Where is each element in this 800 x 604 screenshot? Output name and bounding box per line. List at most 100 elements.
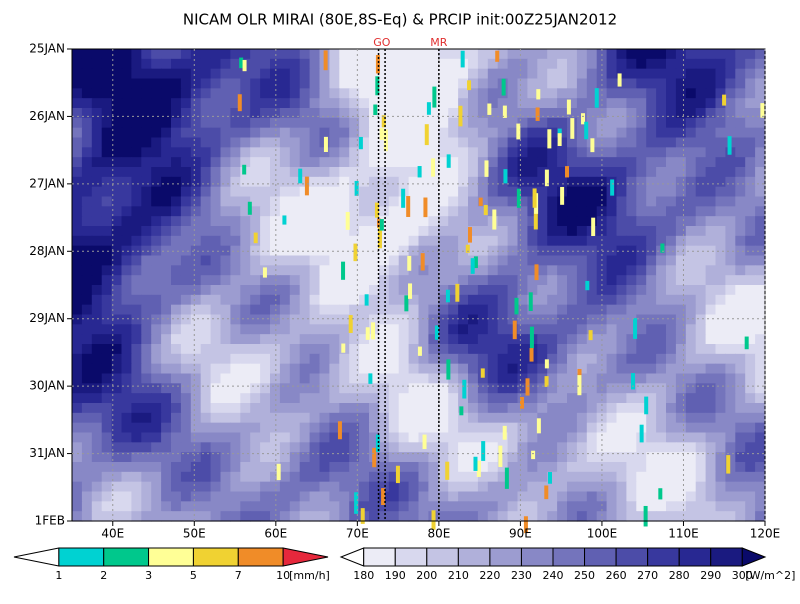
x-tick-label: 100E <box>587 527 618 541</box>
olr-cell <box>378 235 390 247</box>
olr-cell <box>339 137 350 148</box>
olr-cell <box>626 78 637 89</box>
olr-cell <box>695 511 707 522</box>
olr-cell <box>517 176 528 188</box>
olr-cell <box>537 127 548 139</box>
olr-cell <box>468 167 479 178</box>
olr-cell <box>319 304 330 316</box>
olr-cell <box>151 383 162 394</box>
olr-cell <box>547 216 558 227</box>
olr-cell <box>616 462 627 473</box>
olr-cell <box>606 58 618 70</box>
olr-cell <box>270 353 281 365</box>
olr-cell <box>656 255 667 266</box>
olr-cell <box>656 511 667 522</box>
olr-cell <box>388 216 400 227</box>
olr-cell <box>418 88 429 99</box>
olr-cell <box>190 235 202 247</box>
olr-cell <box>250 412 261 424</box>
olr-cell <box>369 412 380 424</box>
olr-cell <box>121 344 132 355</box>
olr-cell <box>715 363 726 375</box>
olr-cell <box>289 117 301 129</box>
olr-cell <box>576 412 588 424</box>
olr-cell <box>487 373 499 384</box>
olr-cell <box>171 117 182 129</box>
olr-cell <box>319 452 330 463</box>
olr-cell <box>91 127 103 139</box>
olr-cell <box>586 108 598 119</box>
precip-cell <box>533 208 538 230</box>
olr-cell <box>616 108 627 119</box>
olr-cell <box>537 422 548 434</box>
olr-cell <box>695 412 707 424</box>
olr-cell <box>418 58 429 70</box>
olr-cell <box>477 127 489 139</box>
olr-cell <box>260 137 271 148</box>
olr-cell <box>468 226 479 237</box>
olr-cell <box>121 176 132 188</box>
olr-cell <box>586 176 598 188</box>
olr-cell <box>418 491 429 502</box>
olr-cell <box>497 176 509 188</box>
olr-cell <box>398 412 410 424</box>
olr-cell <box>596 235 608 247</box>
olr-cell <box>666 452 677 463</box>
olr-cell <box>190 442 202 453</box>
olr-cell <box>329 353 340 365</box>
olr-cell <box>180 167 192 178</box>
olr-cell <box>200 167 212 178</box>
olr-cell <box>448 196 459 207</box>
olr-cell <box>131 245 142 257</box>
olr-cell <box>111 403 123 414</box>
olr-cell <box>378 363 390 375</box>
olr-cell <box>497 127 509 139</box>
olr-cell <box>567 491 578 502</box>
olr-cell <box>725 275 736 286</box>
olr-cell <box>616 255 627 266</box>
olr-cell <box>101 186 113 198</box>
olr-cell <box>111 462 123 473</box>
olr-cell <box>458 137 469 148</box>
olr-cell <box>418 186 429 198</box>
olr-cell <box>636 245 647 257</box>
olr-cell <box>567 226 578 237</box>
olr-cell <box>161 403 172 414</box>
olr-cell <box>527 49 538 60</box>
olr-cell <box>557 216 568 227</box>
olr-cell <box>349 137 360 148</box>
olr-cell <box>458 265 469 276</box>
olr-cell <box>567 58 578 70</box>
olr-cell <box>666 235 677 247</box>
olr-cell <box>408 324 420 335</box>
olr-cell <box>81 422 93 434</box>
olr-cell <box>527 206 538 217</box>
olr-cell <box>161 294 172 306</box>
olr-cell <box>468 363 479 375</box>
olr-cell <box>408 294 420 306</box>
olr-cell <box>586 383 598 394</box>
olr-cell <box>656 304 667 316</box>
olr-cell <box>388 245 400 257</box>
olr-cell <box>616 481 627 493</box>
olr-cell <box>329 186 340 198</box>
olr-cell <box>190 403 202 414</box>
olr-cell <box>468 471 479 483</box>
olr-cell <box>418 157 429 168</box>
olr-cell <box>547 491 558 502</box>
olr-cell <box>685 363 697 375</box>
olr-cell <box>755 285 766 296</box>
olr-cell <box>121 422 132 434</box>
olr-cell <box>339 127 350 139</box>
colorbar-box <box>457 547 491 567</box>
olr-cell <box>626 245 637 257</box>
olr-cell <box>72 432 83 443</box>
olr-cell <box>240 235 251 247</box>
olr-cell <box>369 206 380 217</box>
olr-cell <box>626 196 637 207</box>
olr-cell <box>161 412 172 424</box>
olr-cell <box>448 167 459 178</box>
olr-cell <box>319 383 330 394</box>
olr-cell <box>636 216 647 227</box>
olr-cell <box>91 68 103 80</box>
